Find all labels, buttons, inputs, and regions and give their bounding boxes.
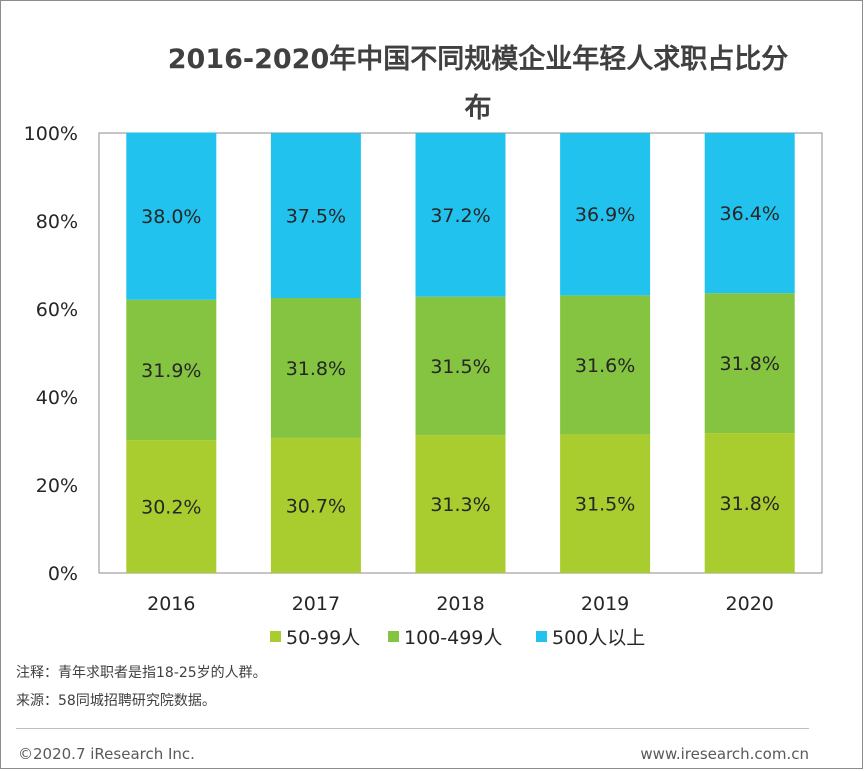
data-label: 37.5%: [286, 206, 346, 228]
plot-area: 0% 20% 40% 60% 80% 100% 30.2% 31.9% 38.0% 2016 30.…: [24, 123, 823, 615]
data-label: 31.8%: [720, 493, 780, 515]
bar-segment: [270, 133, 361, 298]
data-label: 37.2%: [430, 205, 490, 227]
bar-segment: [270, 298, 361, 438]
bar-segment: [270, 437, 361, 573]
legend-swatch: [536, 631, 547, 642]
data-label: 36.4%: [720, 203, 780, 225]
bar-segment: [415, 133, 506, 297]
chart-title-line-1: 2016-2020年中国不同规模企业年轻人求职占比分: [168, 43, 789, 75]
legend-label: 500人以上: [552, 627, 645, 649]
data-label: 38.0%: [141, 206, 201, 228]
y-tick-label: 80%: [36, 211, 78, 233]
legend-label: 50-99人: [286, 627, 360, 649]
y-tick-label: 40%: [36, 387, 78, 409]
bar-segment: [704, 133, 795, 294]
bar-segment: [126, 440, 217, 573]
legend-label: 100-499人: [404, 627, 502, 649]
bar-segment: [126, 299, 217, 441]
x-tick-label: 2017: [292, 593, 340, 615]
data-label: 31.5%: [575, 494, 635, 516]
data-label: 31.3%: [430, 494, 490, 516]
y-tick-label: 20%: [36, 475, 78, 497]
y-tick-label: 0%: [48, 563, 78, 585]
website-text: www.iresearch.com.cn: [640, 745, 809, 763]
data-label: 31.6%: [575, 355, 635, 377]
note-text: 注释：青年求职者是指18-25岁的人群。: [16, 665, 267, 681]
bar-segment: [415, 296, 506, 436]
x-tick-label: 2019: [581, 593, 629, 615]
bar-segment: [704, 293, 795, 434]
y-tick-label: 100%: [24, 123, 78, 145]
data-label: 31.9%: [141, 360, 201, 382]
legend: 50-99人 100-499人 500人以上: [270, 627, 645, 649]
bar-segment: [560, 295, 651, 435]
copyright-text: ©2020.7 iResearch Inc.: [18, 745, 195, 763]
source-text: 来源：58同城招聘研究院数据。: [16, 693, 216, 709]
x-tick-label: 2016: [147, 593, 195, 615]
footer-divider: [16, 728, 809, 729]
chart-title-line-2: 布: [465, 93, 492, 124]
x-tick-label: 2018: [436, 593, 484, 615]
x-tick-label: 2020: [726, 593, 774, 615]
legend-swatch: [270, 631, 281, 642]
bar-segment: [704, 433, 795, 573]
data-label: 31.8%: [286, 358, 346, 380]
data-label: 31.5%: [430, 356, 490, 378]
data-label: 31.8%: [720, 353, 780, 375]
data-label: 30.2%: [141, 497, 201, 519]
bar-segment: [560, 133, 651, 296]
y-tick-label: 60%: [36, 299, 78, 321]
data-label: 30.7%: [286, 495, 346, 517]
bar-segment: [560, 434, 651, 573]
bar-segment: [126, 132, 217, 300]
legend-swatch: [388, 631, 399, 642]
bar-segment: [415, 435, 506, 573]
data-label: 36.9%: [575, 204, 635, 226]
